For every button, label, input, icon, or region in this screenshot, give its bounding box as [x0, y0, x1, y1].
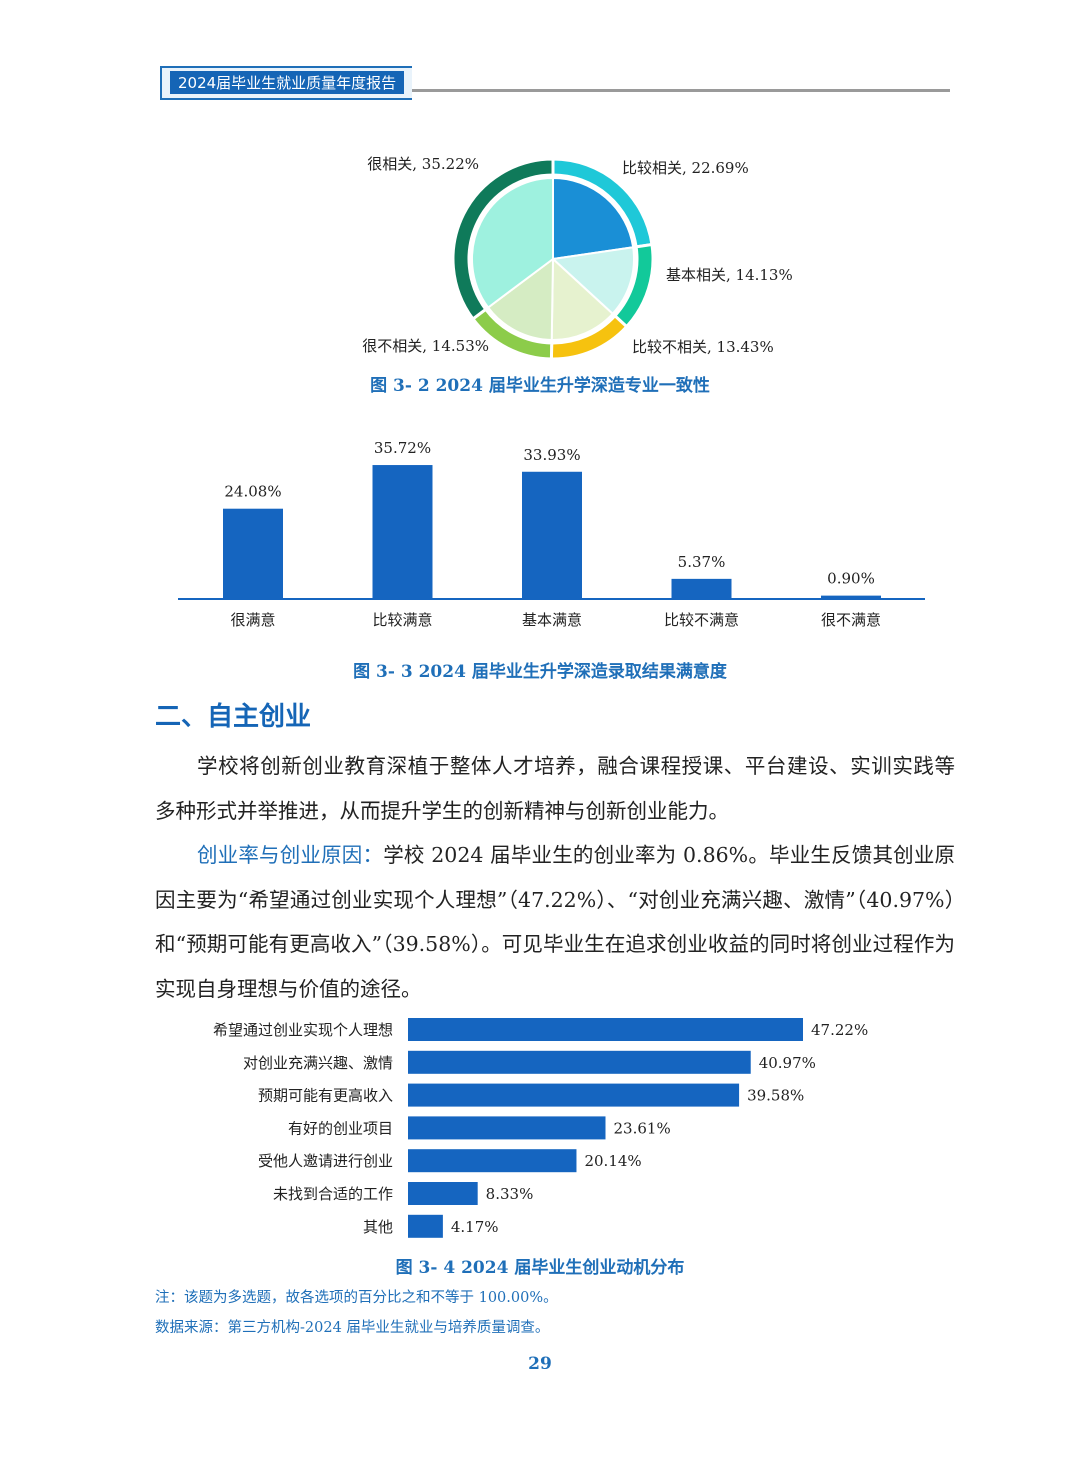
header-title: 2024届毕业生就业质量年度报告	[170, 71, 405, 94]
hbar-category-label-6: 其他	[363, 1218, 393, 1236]
hbar-1	[408, 1050, 751, 1074]
bar-2	[522, 471, 582, 599]
paragraph-2-text: 学校 2024 届毕业生的创业率为 0.86%。毕业生反馈其创业原因主要为“希望…	[155, 843, 956, 1001]
hbar-category-label-4: 受他人邀请进行创业	[258, 1152, 393, 1170]
page-header: 2024届毕业生就业质量年度报告	[160, 64, 950, 100]
satisfaction-bar-chart: 24.08% 很满意 35.72% 比较满意 33.93% 基本满意 5.37% 比较不满意 0…	[178, 439, 925, 629]
hbar-category-label-3: 有好的创业项目	[288, 1119, 393, 1137]
hbar-value-label-0: 47.22%	[811, 1021, 868, 1039]
hbar-value-label-2: 39.58%	[747, 1087, 804, 1105]
bar-0	[223, 508, 283, 599]
bar-category-label-4: 很不满意	[821, 611, 881, 629]
hbar-category-label-0: 希望通过创业实现个人理想	[213, 1021, 393, 1039]
bar-4	[821, 595, 881, 599]
pie-label-0: 比较相关, 22.69%	[622, 159, 749, 177]
hbar-category-label-1: 对创业充满兴趣、激情	[243, 1054, 393, 1072]
hbar-4	[408, 1149, 577, 1173]
hbar-3	[408, 1116, 606, 1140]
pie-label-2: 比较不相关, 13.43%	[632, 338, 774, 356]
hbar-0	[408, 1018, 803, 1041]
bar-category-label-1: 比较满意	[372, 611, 432, 629]
bar-category-label-3: 比较不满意	[664, 611, 739, 629]
pie-slice-4	[471, 176, 554, 309]
hbar-value-label-3: 23.61%	[614, 1119, 671, 1137]
pie-slice-1	[550, 246, 635, 316]
hbar-category-label-5: 未找到合适的工作	[273, 1185, 393, 1203]
header-title-box: 2024届毕业生就业质量年度报告	[160, 66, 413, 100]
header-rule	[410, 89, 950, 92]
pie-label-4: 很相关, 35.22%	[367, 155, 479, 173]
paragraph-1: 学校将创新创业教育深植于整体人才培养，融合课程授课、平台建设、实训实践等多种形式…	[155, 744, 955, 833]
hbar-value-label-5: 8.33%	[486, 1185, 534, 1203]
motivation-bar-chart: 希望通过创业实现个人理想 47.22% 对创业充满兴趣、激情 40.97% 预期可能有更…	[213, 1018, 868, 1238]
hbar-5	[408, 1182, 478, 1205]
paragraph-2-lead: 创业率与创业原因：	[197, 843, 384, 867]
pie-chart: 比较相关, 22.69% 基本相关, 14.13% 比较不相关, 13.43% …	[362, 155, 793, 361]
hbar-category-label-2: 预期可能有更高收入	[258, 1087, 393, 1105]
page-number: 29	[528, 1354, 552, 1374]
pie-slice-0	[552, 176, 635, 261]
pie-label-3: 很不相关, 14.53%	[362, 337, 489, 355]
bar-3	[671, 578, 732, 599]
bar-value-label-0: 24.08%	[224, 483, 281, 501]
hbar-chart-caption: 图 3- 4 2024 届毕业生创业动机分布	[395, 1258, 685, 1278]
section-title: 二、自主创业	[155, 702, 312, 732]
bar-value-label-3: 5.37%	[678, 553, 726, 571]
bar-chart-caption: 图 3- 3 2024 届毕业生升学深造录取结果满意度	[353, 662, 727, 682]
hbar-value-label-4: 20.14%	[584, 1152, 641, 1170]
hbar-value-label-6: 4.17%	[451, 1218, 499, 1236]
bar-1	[372, 465, 433, 599]
bar-category-label-0: 很满意	[230, 611, 275, 629]
pie-chart-caption: 图 3- 2 2024 届毕业生升学深造专业一致性	[370, 376, 710, 396]
hbar-6	[408, 1214, 443, 1238]
pie-ring-segment-4	[451, 157, 555, 321]
hbar-value-label-1: 40.97%	[759, 1054, 816, 1072]
bar-value-label-4: 0.90%	[827, 570, 875, 588]
bar-category-label-2: 基本满意	[522, 611, 582, 629]
bar-value-label-2: 33.93%	[523, 446, 580, 464]
bar-value-label-1: 35.72%	[374, 439, 431, 457]
hbar-2	[408, 1083, 740, 1107]
chart-note: 注：该题为多选题，故各选项的百分比之和不等于 100.00%。	[155, 1290, 558, 1306]
paragraph-2: 创业率与创业原因：学校 2024 届毕业生的创业率为 0.86%。毕业生反馈其创…	[155, 833, 955, 1011]
pie-slice-2	[550, 256, 615, 341]
pie-label-1: 基本相关, 14.13%	[666, 266, 793, 284]
data-source: 数据来源：第三方机构-2024 届毕业生就业与培养质量调查。	[155, 1320, 550, 1336]
pie-slice-3	[486, 256, 555, 342]
paragraph-1-text: 学校将创新创业教育深植于整体人才培养，融合课程授课、平台建设、实训实践等多种形式…	[155, 754, 955, 823]
